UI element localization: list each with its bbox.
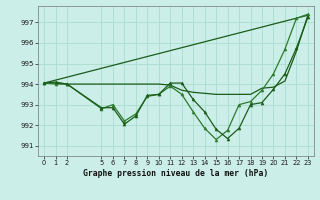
X-axis label: Graphe pression niveau de la mer (hPa): Graphe pression niveau de la mer (hPa) <box>84 169 268 178</box>
